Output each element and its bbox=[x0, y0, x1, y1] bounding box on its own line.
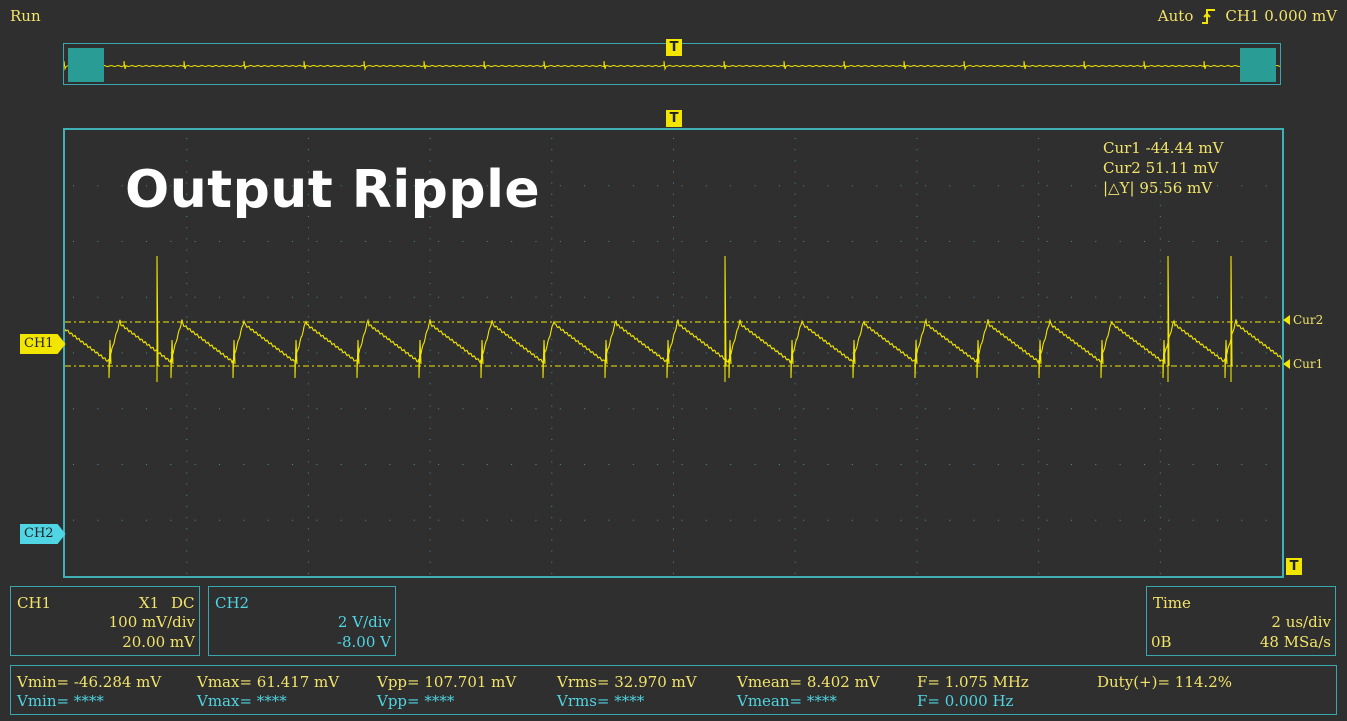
time-panel-name: Time bbox=[1153, 594, 1191, 612]
ch2-position-tag[interactable]: CH2 bbox=[20, 524, 66, 544]
cursor1-value: Cur1 -44.44 mV bbox=[1103, 139, 1224, 157]
ch2-vpp: Vpp= **** bbox=[377, 692, 455, 710]
ch2-offset: -8.00 V bbox=[336, 633, 391, 651]
run-status: Run bbox=[10, 7, 41, 25]
cursor2-value: Cur2 51.11 mV bbox=[1103, 159, 1219, 177]
ch1-vmin: Vmin= -46.284 mV bbox=[17, 673, 162, 691]
scope-screen[interactable] bbox=[63, 128, 1284, 578]
ch1-offset: 20.00 mV bbox=[122, 633, 195, 651]
ch1-vpp: Vpp= 107.701 mV bbox=[377, 673, 517, 691]
cursor1-arrow-icon bbox=[1283, 359, 1290, 369]
sample-rate: 48 MSa/s bbox=[1259, 633, 1331, 651]
cursor2-tag[interactable]: Cur2 bbox=[1283, 313, 1323, 327]
ch1-frequency: F= 1.075 MHz bbox=[917, 673, 1029, 691]
ch2-vmin: Vmin= **** bbox=[17, 692, 104, 710]
graticule bbox=[73, 138, 1267, 574]
trigger-source-level: CH1 0.000 mV bbox=[1225, 7, 1337, 25]
time-scale: 2 us/div bbox=[1271, 613, 1331, 631]
ch1-waveform bbox=[65, 255, 1282, 382]
cursor2-arrow-icon bbox=[1283, 315, 1290, 325]
ch2-frequency: F= 0.000 Hz bbox=[917, 692, 1014, 710]
ch1-vrms: Vrms= 32.970 mV bbox=[557, 673, 697, 691]
ch1-duty: Duty(+)= 114.2% bbox=[1097, 673, 1232, 691]
ch2-settings-panel[interactable]: CH2 2 V/div -8.00 V bbox=[208, 586, 396, 656]
ch1-scale: 100 mV/div bbox=[108, 613, 195, 631]
overlay-title: Output Ripple bbox=[125, 160, 541, 220]
cursor-delta-value: |△Y| 95.56 mV bbox=[1103, 179, 1213, 197]
time-offset-marker[interactable]: T bbox=[1286, 558, 1302, 575]
ch2-vmax: Vmax= **** bbox=[197, 692, 287, 710]
ch1-position-tag[interactable]: CH1 bbox=[20, 334, 66, 354]
overview-right-block bbox=[1240, 48, 1276, 82]
cursor1-tag-label: Cur1 bbox=[1293, 357, 1324, 371]
ch1-coupling: DC bbox=[171, 594, 195, 612]
ch1-probe: X1 bbox=[139, 594, 160, 612]
overview-trigger-marker[interactable]: T bbox=[666, 39, 682, 56]
ch1-vmax: Vmax= 61.417 mV bbox=[197, 673, 340, 691]
ch1-settings-panel[interactable]: CH1 X1 DC 100 mV/div 20.00 mV bbox=[10, 586, 200, 656]
ch1-vmean: Vmean= 8.402 mV bbox=[737, 673, 880, 691]
ch2-scale: 2 V/div bbox=[337, 613, 391, 631]
trigger-info[interactable]: Auto CH1 0.000 mV bbox=[1158, 7, 1337, 25]
overview-trace bbox=[63, 60, 1281, 71]
ch2-vrms: Vrms= **** bbox=[557, 692, 645, 710]
trigger-position-marker[interactable]: T bbox=[666, 110, 682, 127]
time-position: 0B bbox=[1151, 633, 1172, 651]
cursor1-tag[interactable]: Cur1 bbox=[1283, 357, 1323, 371]
overview-left-block bbox=[68, 48, 104, 82]
trigger-mode: Auto bbox=[1157, 7, 1194, 25]
measurement-panel[interactable]: Vmin= -46.284 mV Vmax= 61.417 mV Vpp= 10… bbox=[10, 665, 1337, 715]
rising-edge-icon bbox=[1201, 7, 1217, 25]
cursor2-tag-label: Cur2 bbox=[1293, 313, 1324, 327]
ch1-panel-name: CH1 bbox=[17, 594, 52, 612]
ch2-vmean: Vmean= **** bbox=[737, 692, 837, 710]
cursor-readout: Cur1 -44.44 mV Cur2 51.11 mV |△Y| 95.56 … bbox=[1103, 138, 1223, 198]
timebase-panel[interactable]: Time 2 us/div 0B 48 MSa/s bbox=[1146, 586, 1336, 656]
ch2-panel-name: CH2 bbox=[215, 594, 250, 612]
